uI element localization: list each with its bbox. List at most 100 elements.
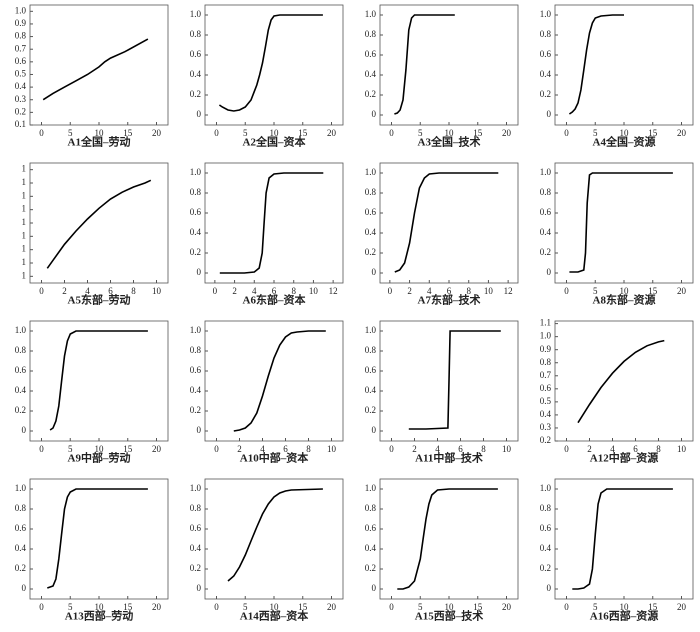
y-tick-label: 0.6	[365, 365, 377, 375]
y-tick-label: 0	[372, 425, 377, 435]
plot-frame	[379, 320, 519, 442]
y-tick-label: 0.4	[540, 409, 552, 419]
y-tick-label: 0.4	[540, 69, 552, 79]
y-tick-label: 0.7	[540, 370, 552, 380]
chart-title: A4全国–资源	[593, 135, 656, 149]
y-tick-label: 0	[22, 425, 27, 435]
y-tick-label: 1.0	[190, 325, 202, 335]
x-tick-label: 5	[243, 602, 248, 612]
y-tick-label: 0.1	[15, 119, 26, 129]
chart-title: A1全国–劳动	[68, 135, 131, 149]
y-tick-label: 1.0	[365, 167, 377, 177]
x-tick-label: 20	[677, 286, 687, 296]
x-tick-label: 2	[62, 286, 67, 296]
y-tick-label: 1.0	[365, 483, 377, 493]
y-tick-label: 0.6	[15, 365, 27, 375]
plot-frame	[29, 478, 169, 600]
x-tick-label: 6	[283, 444, 288, 454]
y-tick-label: 0.6	[365, 49, 377, 59]
x-tick-label: 20	[152, 602, 162, 612]
x-tick-label: 10	[95, 444, 105, 454]
chart-title: A10中部–资本	[240, 451, 308, 465]
y-tick-label: 0.6	[190, 207, 202, 217]
y-tick-label: 0.8	[15, 503, 27, 513]
x-tick-label: 10	[95, 128, 105, 138]
y-tick-label: 0.6	[365, 523, 377, 533]
y-tick-label: 1	[22, 204, 27, 214]
curve	[49, 330, 148, 431]
x-tick-label: 4	[252, 286, 257, 296]
x-tick-label: 4	[85, 286, 90, 296]
y-tick-label: 0.6	[540, 207, 552, 217]
x-tick-label: 10	[309, 286, 319, 296]
y-tick-label: 0	[547, 583, 552, 593]
y-tick-label: 0.2	[365, 89, 376, 99]
y-tick-label: 0.2	[540, 435, 551, 445]
x-tick-label: 0	[214, 444, 219, 454]
plot-frame	[204, 4, 344, 126]
curve	[569, 172, 673, 273]
x-tick-label: 15	[123, 128, 133, 138]
x-tick-label: 10	[270, 128, 280, 138]
y-tick-label: 0.2	[15, 563, 26, 573]
x-tick-label: 0	[39, 444, 44, 454]
y-tick-label: 0.2	[15, 405, 26, 415]
x-tick-label: 0	[564, 286, 569, 296]
x-tick-label: 15	[648, 128, 658, 138]
x-tick-label: 6	[633, 444, 638, 454]
x-tick-label: 6	[458, 444, 463, 454]
x-tick-label: 15	[648, 286, 658, 296]
x-tick-label: 10	[445, 128, 455, 138]
x-tick-label: 4	[260, 444, 265, 454]
x-tick-label: 15	[123, 602, 133, 612]
x-tick-label: 4	[427, 286, 432, 296]
y-tick-label: 1	[22, 270, 27, 280]
x-tick-label: 10	[327, 444, 337, 454]
x-tick-label: 10	[620, 128, 630, 138]
y-tick-label: 0.9	[540, 344, 552, 354]
plot-frame	[29, 162, 169, 284]
x-tick-label: 0	[39, 286, 44, 296]
y-tick-label: 0.8	[190, 503, 202, 513]
y-tick-label: 0.6	[540, 49, 552, 59]
y-tick-label: 0.6	[190, 49, 202, 59]
chart-title: A16西部–资源	[590, 609, 658, 623]
y-tick-label: 0.4	[15, 543, 27, 553]
y-tick-label: 0.4	[365, 69, 377, 79]
plot-frame	[379, 162, 519, 284]
x-tick-label: 15	[648, 602, 658, 612]
y-tick-label: 0	[197, 267, 202, 277]
y-tick-label: 1	[22, 190, 27, 200]
y-tick-label: 1.0	[540, 483, 552, 493]
chart-title: A3全国–技术	[418, 135, 481, 149]
y-tick-label: 0.8	[540, 187, 552, 197]
x-tick-label: 6	[447, 286, 452, 296]
y-tick-label: 0.4	[365, 385, 377, 395]
chart-title: A5东部–劳动	[68, 293, 131, 307]
x-tick-label: 10	[445, 602, 455, 612]
x-tick-label: 0	[39, 128, 44, 138]
x-tick-label: 15	[473, 602, 483, 612]
x-tick-label: 2	[412, 444, 417, 454]
y-tick-label: 1.0	[365, 325, 377, 335]
x-tick-label: 0	[564, 602, 569, 612]
y-tick-label: 0.8	[190, 345, 202, 355]
x-tick-label: 8	[291, 286, 296, 296]
y-tick-label: 1	[22, 244, 27, 254]
y-tick-label: 0.9	[15, 18, 27, 28]
x-tick-label: 10	[95, 602, 105, 612]
chart-title: A11中部–技术	[415, 451, 483, 465]
y-tick-label: 0.4	[15, 385, 27, 395]
x-tick-label: 20	[502, 602, 512, 612]
plot-frame	[204, 162, 344, 284]
x-tick-label: 2	[237, 444, 242, 454]
y-tick-label: 0.5	[540, 396, 552, 406]
x-tick-label: 10	[677, 444, 687, 454]
curve	[577, 339, 665, 424]
x-tick-label: 5	[68, 602, 73, 612]
y-tick-label: 0.3	[15, 94, 27, 104]
curve	[219, 172, 324, 274]
chart-title: A12中部–资源	[590, 451, 658, 465]
x-tick-label: 8	[481, 444, 486, 454]
